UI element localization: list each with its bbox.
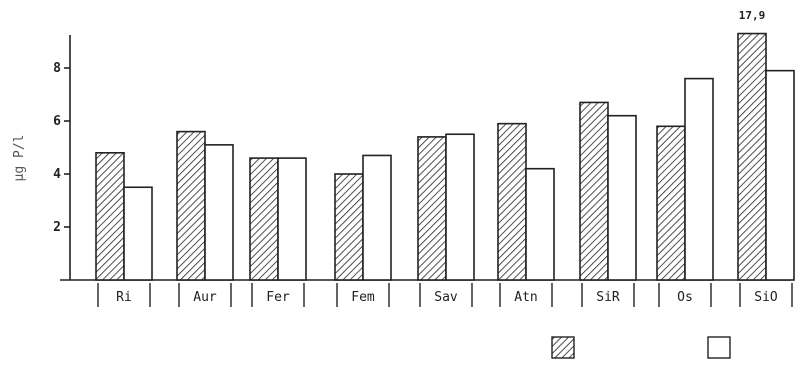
value-annotation: 17,9 — [739, 9, 766, 22]
bar-empty-sio — [765, 69, 795, 281]
bar-empty-ri — [123, 186, 153, 281]
y-tick-label: 8 — [53, 61, 61, 76]
legend-swatch-empty — [707, 336, 731, 359]
y-tick-label: 6 — [53, 114, 61, 129]
bar-hatched-fer — [249, 157, 279, 281]
bar-hatched-fem — [334, 173, 364, 281]
bar-hatched-sio — [737, 32, 767, 281]
category-label: Fem — [351, 290, 375, 305]
category-label: SiO — [754, 290, 778, 305]
bar-hatched-sir — [579, 101, 609, 281]
legend-swatch-hatched — [551, 336, 575, 359]
category-label: Fer — [266, 290, 290, 305]
bar-hatched-aur — [176, 130, 206, 281]
category-label: Sav — [434, 290, 458, 305]
bar-hatched-os — [656, 125, 686, 281]
category-label: SiR — [596, 290, 620, 305]
bar-hatched-sav — [417, 136, 447, 281]
y-tick-label: 2 — [53, 220, 61, 235]
category-label: Aur — [193, 290, 217, 305]
bar-empty-aur — [204, 144, 234, 281]
bar-hatched-atn — [497, 122, 527, 281]
bar-empty-sav — [445, 133, 475, 281]
category-label: Os — [677, 290, 693, 305]
bar-empty-os — [684, 77, 714, 281]
bar-empty-atn — [525, 167, 555, 281]
bar-empty-fem — [362, 154, 392, 281]
y-axis-title: µg P/l — [12, 135, 27, 182]
y-tick-label: 4 — [53, 167, 61, 182]
bar-empty-fer — [277, 157, 307, 281]
category-label: Atn — [514, 290, 537, 305]
category-label: Ri — [116, 290, 132, 305]
bar-hatched-ri — [95, 152, 125, 281]
bar-empty-sir — [607, 114, 637, 281]
